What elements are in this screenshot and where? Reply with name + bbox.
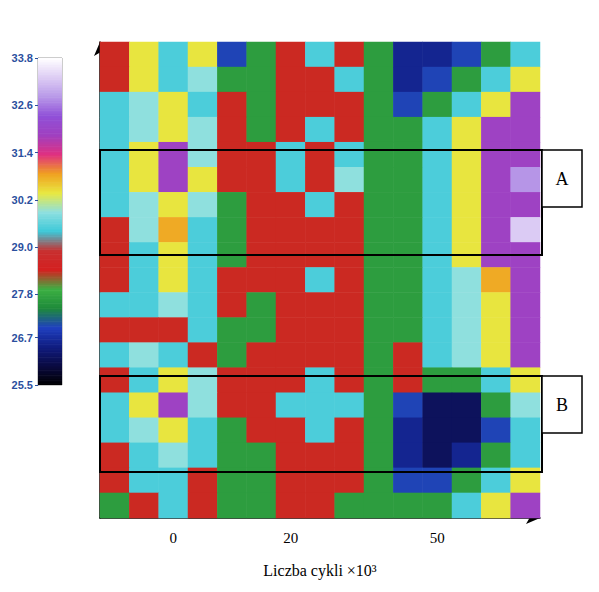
- svg-text:50: 50: [430, 530, 445, 546]
- svg-text:33.8: 33.8: [12, 52, 33, 64]
- svg-text:26.7: 26.7: [12, 332, 33, 344]
- svg-text:31.4: 31.4: [12, 147, 34, 159]
- svg-text:27.8: 27.8: [12, 288, 33, 300]
- svg-text:29.0: 29.0: [12, 241, 33, 253]
- svg-text:30.2: 30.2: [12, 194, 33, 206]
- svg-text:32.6: 32.6: [12, 99, 33, 111]
- svg-text:0: 0: [170, 530, 178, 546]
- svg-text:20: 20: [283, 530, 298, 546]
- svg-text:25.5: 25.5: [12, 379, 33, 391]
- svg-text:A: A: [556, 169, 569, 189]
- svg-text:B: B: [556, 395, 568, 415]
- svg-text:Liczba cykli ×10³: Liczba cykli ×10³: [263, 562, 377, 580]
